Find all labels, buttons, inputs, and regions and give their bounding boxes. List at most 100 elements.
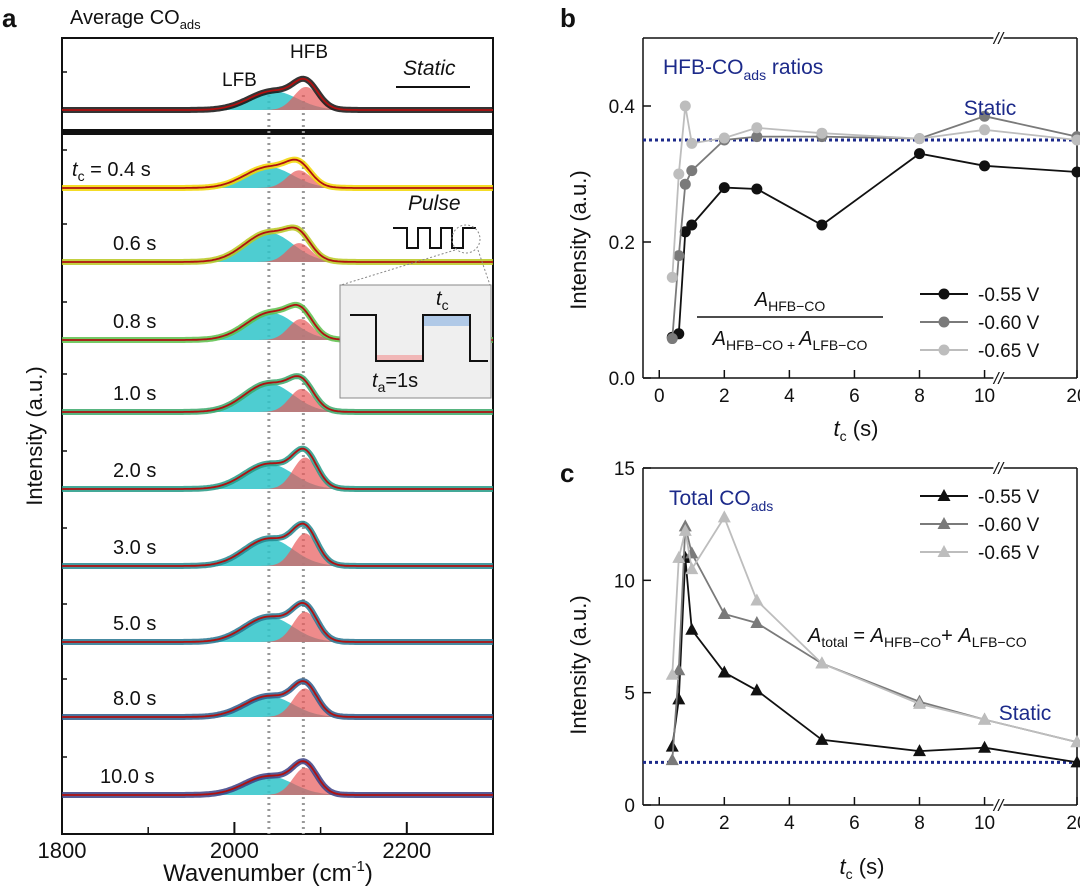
lfb-peak-fill	[62, 232, 493, 262]
spectrum-row-label: 1.0 s	[113, 383, 156, 405]
data-point	[717, 510, 731, 523]
panel-b-y-axis-title: Intensity (a.u.)	[566, 170, 591, 309]
legend-label: -0.60 V	[978, 515, 1040, 536]
lfb-label: LFB	[222, 70, 257, 91]
panel-a-spectra	[62, 71, 493, 798]
static-label-a: Static	[403, 57, 456, 80]
data-point	[665, 753, 679, 766]
inset-box	[339, 284, 492, 399]
spectrum-row-label: 2.0 s	[113, 460, 156, 482]
series--0.60 V	[666, 110, 1080, 345]
y-tick-label: 0	[624, 796, 635, 817]
lfb-peak-fill	[62, 463, 493, 489]
data-point	[979, 160, 991, 172]
legend-item: -0.65 V	[920, 543, 1040, 564]
panel-b-series	[666, 100, 1080, 345]
spectrum-row-label: 8.0 s	[113, 688, 156, 710]
data-point	[672, 663, 686, 676]
legend-label: -0.65 V	[978, 543, 1040, 564]
data-point	[686, 137, 698, 149]
spectrum-row	[62, 223, 493, 265]
series-line	[671, 105, 1078, 278]
spectrum-row-label: 0.6 s	[113, 233, 156, 255]
data-point	[815, 656, 829, 669]
panel-b-static-label: Static	[964, 97, 1017, 120]
x-tick-label: 2	[719, 813, 730, 834]
panel-a-x-ticks: 1800 2000 2200	[38, 822, 494, 863]
panel-b-formula: AHFB−CO AHFB−CO + ALFB−CO	[697, 289, 883, 353]
legend-item: -0.60 V	[920, 515, 1040, 536]
series-line	[671, 152, 1078, 338]
spectrum-row	[62, 599, 493, 645]
data-point	[673, 168, 685, 180]
panel-a-x-axis-title: Wavenumber (cm-1)	[163, 858, 373, 887]
spectrum-row	[62, 373, 493, 415]
data-point	[678, 523, 692, 536]
panel-b-frame: // //	[642, 29, 1078, 388]
data-point	[751, 183, 763, 195]
legend-label: -0.65 V	[978, 341, 1040, 362]
legend-label: -0.60 V	[978, 313, 1040, 334]
x-tick-label: 10	[974, 813, 995, 834]
panel-c-frame: // //	[642, 459, 1078, 815]
spectrum-fit-curve	[62, 601, 493, 643]
series-line	[671, 557, 1078, 764]
axis-break-mark: //	[993, 29, 1006, 48]
data-point	[672, 550, 686, 563]
data-point	[912, 744, 926, 757]
spectrum-row-label: tc = 0.4 s	[72, 159, 151, 184]
legend-marker	[937, 517, 951, 529]
spectrum-fit-curve	[62, 522, 493, 567]
panel-a-x-tick-label: 1800	[38, 838, 87, 863]
spectrum-row	[62, 520, 493, 569]
panel-c-letter: c	[560, 458, 574, 488]
spectrum-fit-curve	[62, 77, 493, 111]
y-tick-label: 0.2	[609, 233, 635, 254]
data-point	[751, 122, 763, 134]
data-point	[978, 740, 992, 753]
series-line	[671, 526, 1078, 761]
panel-b-annotation: HFB-COads ratios	[663, 56, 823, 83]
data-point	[718, 182, 730, 194]
panel-a-x-tick-label: 2000	[210, 838, 259, 863]
data-point	[665, 667, 679, 680]
spectrum-row	[62, 149, 493, 191]
data-point	[1070, 755, 1080, 768]
x-tick-label: 8	[914, 386, 925, 407]
x-tick-label: 2	[719, 386, 730, 407]
x-tick-label: 4	[784, 386, 795, 407]
hfb-peak-fill	[62, 170, 493, 188]
legend-item: -0.65 V	[920, 341, 1040, 362]
inset-ta-band	[377, 355, 423, 362]
panel-b-ticks: 0.0 0.2 0.4 0 2 4 6 8 10 20	[609, 97, 1080, 407]
y-tick-label: 10	[614, 571, 635, 592]
zoom-line-1	[340, 249, 456, 286]
pulse-zoom-circle	[451, 224, 481, 254]
data-point	[979, 124, 991, 136]
pulse-waveform	[393, 227, 476, 249]
series-line	[671, 515, 1078, 743]
panel-c-legend: -0.55 V -0.60 V -0.65 V	[920, 487, 1040, 564]
data-point	[666, 271, 678, 283]
data-point	[685, 546, 699, 559]
legend-marker	[938, 288, 950, 300]
legend-item: -0.55 V	[920, 285, 1040, 306]
data-point	[751, 131, 763, 143]
spectrum-row-label: 5.0 s	[113, 613, 156, 635]
data-point	[685, 562, 699, 575]
panel-a-x-tick-label: 2200	[382, 838, 431, 863]
inset-tc-label: tc	[436, 288, 449, 313]
panel-a-y-axis-title: Intensity (a.u.)	[22, 366, 47, 505]
pulse-label: Pulse	[408, 192, 461, 215]
hfb-label: HFB	[290, 42, 328, 63]
axis-break-mark: //	[993, 796, 1006, 815]
x-tick-label: 6	[849, 813, 860, 834]
data-point	[1071, 166, 1080, 178]
lfb-peak-fill	[62, 91, 493, 110]
data-point	[673, 250, 685, 262]
y-tick-label: 15	[614, 459, 635, 480]
lfb-peak-fill	[62, 776, 493, 795]
data-point	[750, 593, 764, 606]
legend-marker	[938, 316, 950, 328]
data-point	[816, 127, 828, 139]
